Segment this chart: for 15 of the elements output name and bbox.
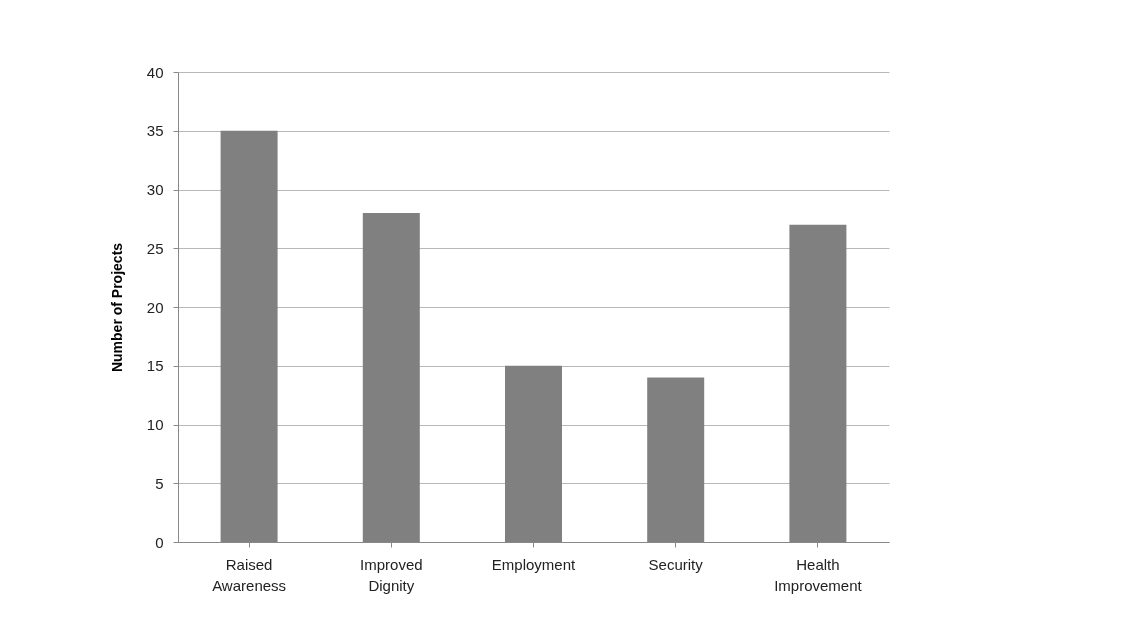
y-tick-label: 5 [155, 474, 164, 492]
y-tick-label: 10 [146, 416, 164, 433]
x-tick-label: Security [648, 555, 704, 573]
x-tick-label: Improved Dignity [360, 555, 423, 594]
y-tick-label: 25 [146, 239, 164, 257]
y-tick-label: 40 [146, 63, 164, 81]
x-tick-label: Employment [491, 555, 577, 573]
x-tick-label: Raised Awareness [212, 555, 287, 594]
y-tick-label: 15 [146, 357, 164, 375]
y-tick-label: 20 [146, 298, 164, 316]
y-tick-label: 35 [146, 122, 164, 140]
x-tick-label: Health Improvement [774, 555, 863, 594]
y-axis-title: Number of Projects [108, 242, 125, 373]
y-tick-label: 0 [155, 533, 164, 551]
y-tick-label: 30 [146, 181, 164, 198]
